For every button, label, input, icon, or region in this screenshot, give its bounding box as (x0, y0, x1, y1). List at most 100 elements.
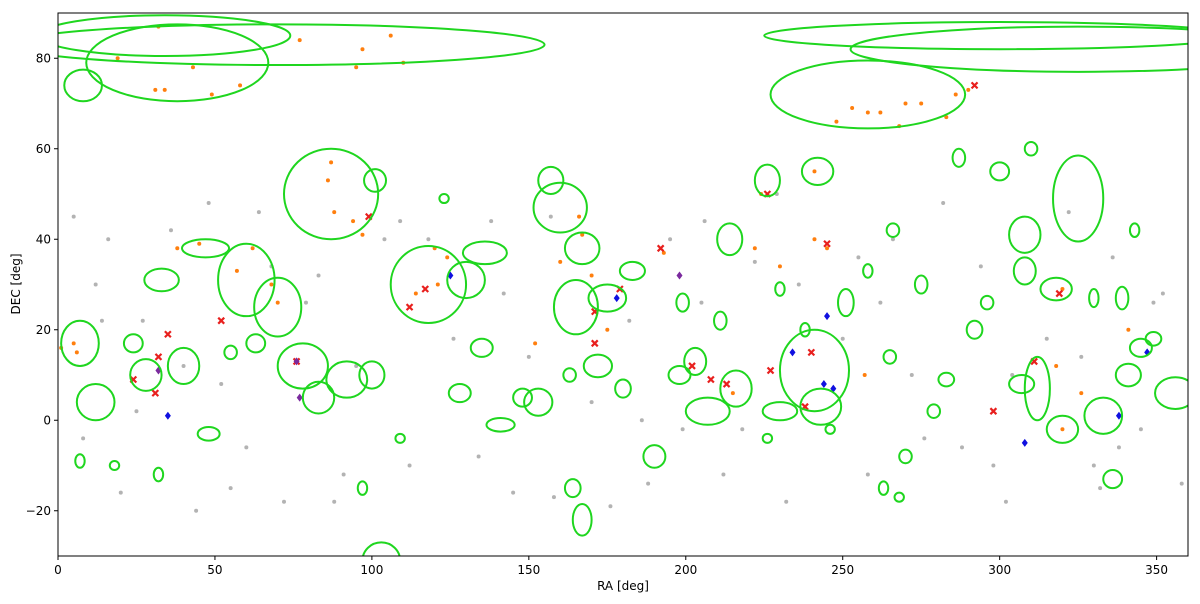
ellipse (75, 383, 116, 422)
point (865, 472, 870, 477)
point (1055, 289, 1064, 298)
point (548, 214, 553, 219)
x-tick-label: 350 (1145, 563, 1168, 577)
y-tick-label: 20 (36, 323, 51, 337)
point (435, 282, 440, 287)
point (577, 214, 582, 219)
point (627, 318, 632, 323)
point (820, 380, 827, 389)
ellipse (1012, 256, 1037, 286)
point (752, 259, 757, 264)
point (164, 330, 172, 339)
point (476, 454, 481, 459)
point (181, 363, 186, 368)
point (1138, 427, 1143, 432)
point (1003, 499, 1008, 504)
x-tick-label: 50 (207, 563, 222, 577)
ellipse (562, 367, 577, 383)
ellipse (719, 369, 753, 408)
point (413, 291, 418, 296)
point (777, 264, 782, 269)
point (489, 219, 494, 224)
point (81, 436, 86, 441)
point (878, 300, 883, 305)
point (825, 246, 830, 251)
point (106, 237, 111, 242)
point (209, 92, 214, 97)
x-axis-label: RA [deg] (597, 579, 649, 593)
point (812, 237, 817, 242)
point (789, 348, 796, 357)
ellipse (614, 378, 632, 399)
x-tick-label: 200 (674, 563, 697, 577)
ellipse (1144, 331, 1163, 347)
point (190, 65, 195, 70)
point (680, 427, 685, 432)
ellipse (763, 21, 1188, 51)
point (71, 341, 76, 346)
x-tick-label: 100 (360, 563, 383, 577)
ellipse (1008, 215, 1042, 254)
ellipse (683, 346, 708, 376)
point (1115, 411, 1122, 420)
point (978, 264, 983, 269)
ellipse (1052, 154, 1105, 243)
ellipse (180, 238, 231, 259)
ellipse (571, 502, 593, 537)
point (451, 336, 456, 341)
x-tick-label: 0 (54, 563, 62, 577)
ellipse (512, 387, 533, 408)
ellipse (253, 276, 303, 338)
ellipse (389, 245, 468, 324)
x-tick-label: 150 (517, 563, 540, 577)
point (297, 38, 302, 43)
point (824, 312, 831, 321)
ellipse (979, 294, 995, 311)
point (878, 110, 883, 115)
point (206, 201, 211, 206)
ellipse (85, 23, 270, 103)
point (1160, 291, 1165, 296)
point (533, 341, 538, 346)
point (426, 237, 431, 242)
point (296, 393, 303, 402)
point (234, 268, 239, 273)
point (407, 463, 412, 468)
point (551, 495, 556, 500)
point (71, 214, 76, 219)
ellipse (1083, 396, 1124, 435)
ellipse (58, 23, 546, 67)
y-tick-label: 60 (36, 142, 51, 156)
point (501, 291, 506, 296)
point (421, 285, 430, 293)
ellipse (469, 337, 494, 358)
point (1098, 486, 1103, 491)
point (730, 391, 735, 396)
ellipse (862, 263, 874, 279)
ellipse (913, 274, 929, 295)
point (1010, 373, 1015, 377)
ellipse (1045, 414, 1080, 444)
point (169, 228, 173, 233)
ellipse (893, 491, 905, 503)
point (966, 87, 971, 92)
point (1021, 438, 1028, 447)
ellipse (523, 387, 554, 417)
ellipse (1008, 374, 1036, 395)
ellipse (283, 147, 380, 241)
ellipse (684, 396, 731, 426)
ellipse (753, 163, 781, 198)
point (93, 282, 98, 287)
ellipse (1114, 285, 1130, 311)
ellipse (552, 278, 599, 336)
point (707, 375, 715, 384)
point (919, 101, 924, 106)
point (217, 316, 225, 325)
ellipse (537, 165, 565, 196)
point (699, 300, 704, 305)
ellipse (223, 344, 238, 361)
ellipse (716, 222, 744, 257)
point (293, 357, 300, 366)
point (856, 255, 861, 260)
point (360, 47, 365, 52)
